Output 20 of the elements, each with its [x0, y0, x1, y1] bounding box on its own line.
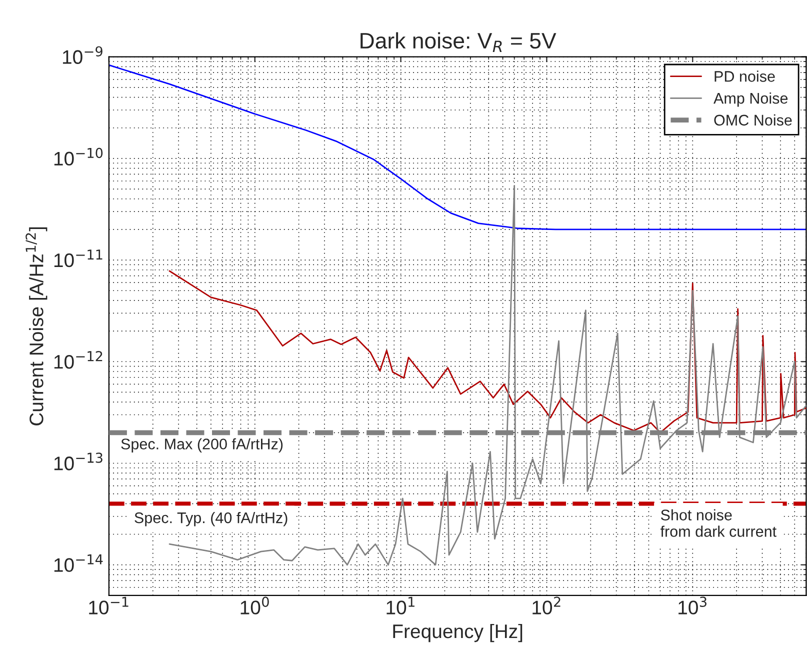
x-tick-label: 10$^{1}$ [386, 596, 414, 614]
y-axis-title: Current Noise [A/Hz$^{1/2}$] [26, 227, 48, 426]
chart-title: Dark noise: V$_{R}$ = 5V [360, 32, 556, 52]
ref-line-label: Spec. Typ. (40 fA/rtHz) [134, 512, 288, 526]
y-tick-label: 10$^{−13}$ [54, 452, 102, 470]
y-tick-label: 10$^{−11}$ [54, 250, 102, 268]
y-tick-label: 10$^{−9}$ [62, 46, 102, 64]
x-tick-label: 10$^{0}$ [240, 596, 269, 614]
legend-label: Amp Noise [714, 92, 788, 107]
annotation: Shot noise from dark current [660, 509, 776, 537]
x-tick-label: 10$^{−1}$ [89, 596, 128, 614]
legend-label: OMC Noise [714, 114, 792, 126]
annotation: Spec. Max (200 fA/rtHz) [121, 438, 283, 452]
y-tick-label: 10$^{−12}$ [54, 350, 102, 369]
legend-label: PD noise [714, 70, 775, 82]
x-tick-label: 10$^{2}$ [532, 596, 560, 614]
y-tick-label: 10$^{−10}$ [54, 148, 103, 166]
x-tick-label: 10$^{3}$ [678, 596, 706, 614]
y-tick-label: 10$^{−14}$ [54, 554, 103, 572]
x-axis-title: Frequency [Hz] [393, 624, 522, 642]
